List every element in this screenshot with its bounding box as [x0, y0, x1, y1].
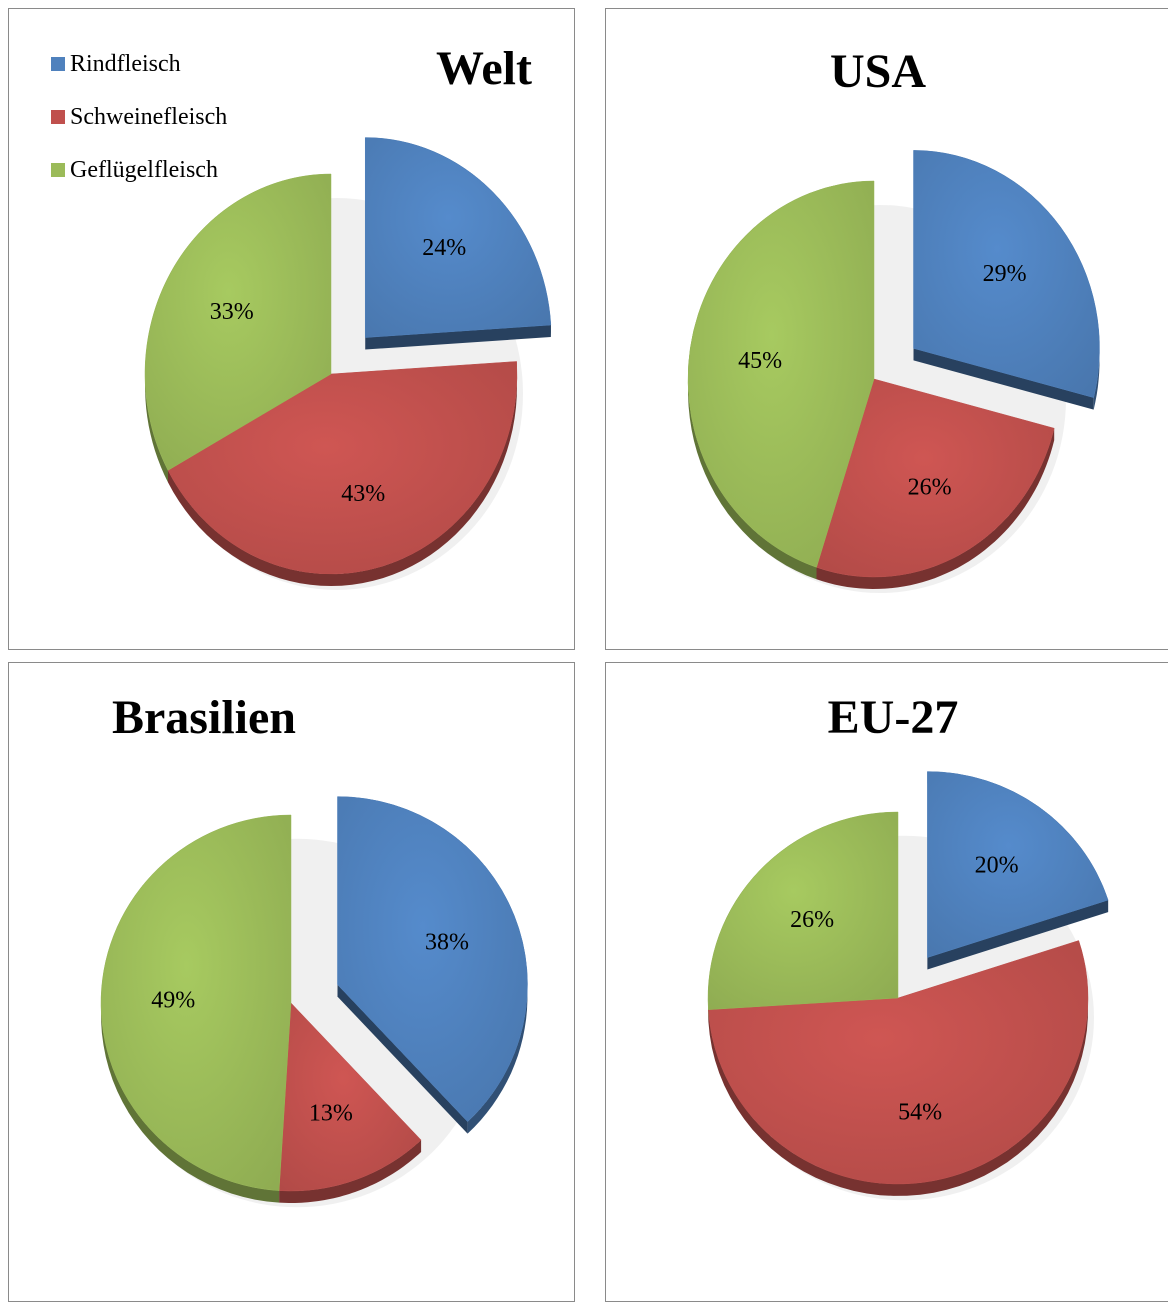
chart-panel-welt: 24% 43% 33% Welt Rindfleisch Schweinefleisch G…	[8, 8, 575, 650]
pie-slice-rindfleisch	[337, 796, 528, 1122]
chart-title: Welt	[436, 42, 532, 95]
data-label-rindfleisch: 29%	[983, 261, 1027, 287]
pie-slice-side-rindfleisch	[913, 348, 1094, 410]
chart-title: USA	[830, 45, 926, 98]
pie-slice-gefluegelfleisch	[687, 180, 875, 568]
pie-slice-schweinefleisch	[816, 378, 1055, 578]
chart-panel-usa: 29% 26% 45% USA	[605, 8, 1168, 650]
legend-swatch-schweinefleisch	[51, 110, 65, 124]
data-label-schweinefleisch: 54%	[898, 1099, 942, 1125]
pie-slice-schweinefleisch	[167, 361, 518, 575]
data-label-rindfleisch: 38%	[425, 930, 469, 956]
data-label-schweinefleisch: 26%	[908, 475, 952, 501]
pie-slice-gefluegelfleisch	[100, 814, 292, 1191]
chart-title: Brasilien	[112, 691, 296, 744]
pie-slice-rindfleisch	[913, 150, 1100, 398]
chart-title: EU-27	[828, 691, 959, 744]
pie-slice-schweinefleisch	[278, 1002, 422, 1192]
chart-panel-eu-27: 20% 54% 26% EU-27	[605, 662, 1168, 1302]
pie-slice-side-rindfleisch	[365, 324, 551, 350]
chart-brasilien: 38% 13% 49% Brasilien	[100, 691, 528, 1208]
chart-usa: 29% 26% 45% USA	[687, 45, 1100, 594]
pie-slice-side-rindfleisch	[927, 900, 1109, 970]
pie-slice-side-rindfleisch	[337, 984, 468, 1134]
pie-slice-schweinefleisch	[708, 940, 1089, 1185]
data-label-gefluegelfleisch: 45%	[738, 348, 782, 374]
data-label-schweinefleisch: 13%	[309, 1101, 353, 1127]
data-label-gefluegelfleisch: 26%	[790, 907, 834, 933]
chart-welt: 24% 43% 33% Welt Rindfleisch Schweinefleisch G…	[51, 42, 552, 590]
data-label-schweinefleisch: 43%	[341, 481, 385, 507]
pie-slice-rindfleisch	[364, 137, 552, 338]
data-label-rindfleisch: 20%	[975, 852, 1019, 878]
pie-slice-rindfleisch	[927, 771, 1109, 958]
pie-slice-edge-schweinefleisch	[279, 1140, 422, 1203]
pie-slice-gefluegelfleisch	[707, 811, 899, 1010]
legend-swatch-gefluegelfleisch	[51, 163, 65, 177]
chart-legend: Rindfleisch Schweinefleisch Geflügelfleisc…	[51, 51, 227, 183]
pie-slice-gefluegelfleisch	[144, 173, 332, 471]
legend-label-gefluegelfleisch: Geflügelfleisch	[70, 157, 218, 183]
legend-label-rindfleisch: Rindfleisch	[70, 51, 181, 77]
data-label-gefluegelfleisch: 49%	[151, 987, 195, 1013]
legend-label-schweinefleisch: Schweinefleisch	[70, 104, 227, 130]
data-label-gefluegelfleisch: 33%	[210, 299, 254, 325]
chart-eu-27: 20% 54% 26% EU-27	[707, 691, 1109, 1201]
chart-panel-brasilien: 38% 13% 49% Brasilien	[8, 662, 575, 1302]
legend-swatch-rindfleisch	[51, 57, 65, 71]
data-label-rindfleisch: 24%	[422, 235, 466, 261]
